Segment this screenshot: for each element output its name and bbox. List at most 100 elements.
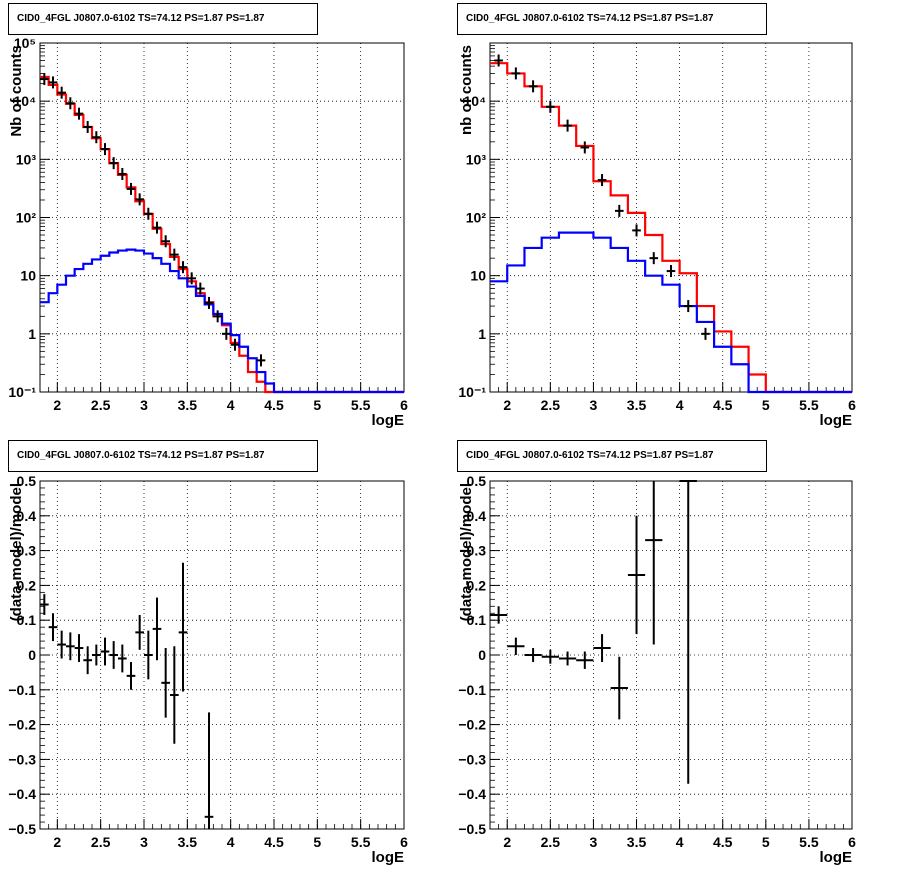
y-tick-label: −0.3 (8, 751, 36, 767)
y-tick-label: 0.5 (467, 473, 487, 489)
data-point (40, 73, 49, 86)
data-point (541, 649, 559, 664)
y-tick-label: 10⁴ (464, 93, 487, 109)
x-tick-label: 6 (848, 834, 856, 850)
y-tick-label: 10⁵ (14, 35, 36, 51)
y-tick-label: −0.2 (458, 717, 486, 733)
x-tick-label: 4 (227, 834, 235, 850)
x-tick-label: 3 (140, 397, 148, 413)
series-1-step-line (40, 75, 404, 394)
data-point (135, 193, 144, 206)
y-tick-label: 10⁻¹ (8, 384, 36, 400)
plot-frame (489, 42, 853, 393)
data-point (144, 630, 153, 680)
y-tick-label: −0.3 (458, 751, 486, 767)
data-point (645, 481, 663, 645)
data-point (48, 613, 58, 642)
data-point (204, 712, 214, 829)
y-tick-label: 0.3 (17, 543, 37, 559)
data-point (170, 248, 179, 261)
series-2-step-line (490, 231, 852, 394)
x-tick-label: 5.5 (799, 834, 819, 850)
y-tick-label: 0 (478, 647, 486, 663)
y-tick-label: 10³ (16, 151, 37, 167)
x-tick-label: 4.5 (713, 834, 733, 850)
data-point (126, 661, 136, 690)
x-axis-label: logE (372, 412, 405, 429)
data-point (100, 637, 110, 666)
data-point (92, 131, 101, 144)
panel-2: 2 2.5 3 3.5 4 4.5 5 5.5 6 10⁻¹ 1 10 10² 10³ 10⁴ logE nb … (458, 42, 856, 429)
data-point (204, 296, 214, 309)
data-point (161, 235, 170, 248)
data-point (135, 614, 144, 650)
data-point (593, 634, 611, 662)
x-tick-label: 6 (848, 397, 856, 413)
y-tick-label: 10⁴ (14, 93, 37, 109)
panel-1: 2 2.5 3 3.5 4 4.5 5 5.5 6 10⁻¹ 1 10 10² 10³ 10⁴ 10⁵ logE… (8, 35, 408, 429)
data-point (126, 182, 136, 195)
y-tick-label: 10³ (466, 151, 487, 167)
y-axis-label: Nb of counts (8, 45, 25, 137)
y-tick-label: −0.4 (458, 786, 486, 802)
series-1-step-line (490, 62, 852, 394)
data-point (610, 656, 628, 720)
data-point (57, 86, 66, 99)
y-tick-label: 0.2 (467, 577, 487, 593)
y-tick-label: 0 (28, 647, 36, 663)
data-point (196, 282, 205, 295)
data-point (161, 648, 170, 718)
data-point (701, 327, 710, 340)
y-tick-label: 0.4 (17, 508, 37, 524)
x-tick-label: 2 (503, 834, 511, 850)
y-tick-label: 1 (28, 326, 36, 342)
data-point (490, 606, 508, 624)
x-tick-label: 4 (676, 834, 684, 850)
y-axis-label: nb of counts (458, 45, 475, 135)
data-point (524, 648, 542, 662)
data-point (683, 300, 693, 313)
y-tick-label: 10 (470, 268, 486, 284)
panel-2-title: CID0_4FGL J0807.0-6102 TS=74.12 PS=1.87 … (457, 3, 767, 35)
x-tick-label: 5.5 (351, 397, 371, 413)
x-tick-label: 2 (53, 397, 61, 413)
data-point (649, 252, 659, 265)
data-point (92, 644, 101, 666)
x-tick-label: 4.5 (713, 397, 733, 413)
data-point (74, 634, 84, 662)
data-point (627, 515, 646, 635)
data-point (576, 651, 594, 669)
x-tick-label: 6 (400, 834, 408, 850)
y-tick-label: −0.5 (458, 821, 486, 837)
plot-frame (39, 42, 405, 393)
y-axis-label: (data-model)/model (458, 483, 475, 621)
x-tick-label: 2.5 (541, 397, 561, 413)
x-tick-label: 3 (590, 834, 598, 850)
x-axis-label: logE (372, 849, 405, 866)
data-point (109, 641, 118, 669)
x-tick-label: 4 (676, 397, 684, 413)
data-point (144, 207, 153, 220)
x-tick-label: 5 (762, 397, 770, 413)
x-tick-label: 5.5 (351, 834, 371, 850)
data-point (170, 646, 179, 744)
x-tick-label: 5 (762, 834, 770, 850)
x-tick-label: 4.5 (264, 834, 284, 850)
y-tick-label: 10 (20, 268, 36, 284)
x-tick-label: 3.5 (178, 834, 198, 850)
x-axis-label: logE (820, 849, 853, 866)
data-point (580, 141, 590, 154)
data-point (40, 594, 49, 615)
data-point (66, 97, 75, 110)
y-tick-label: 0.1 (17, 612, 37, 628)
x-tick-label: 2 (503, 397, 511, 413)
data-point (83, 120, 92, 133)
data-point (187, 272, 196, 285)
x-tick-label: 2.5 (91, 397, 111, 413)
data-point (100, 143, 110, 156)
x-tick-label: 4 (227, 397, 235, 413)
panel-4: 2 2.5 3 3.5 4 4.5 5 5.5 6 −0.5 −0.4 −0.3 −0.2 −0.1 0 0.… (458, 473, 856, 866)
x-tick-label: 6 (400, 397, 408, 413)
y-tick-label: 0.4 (467, 508, 487, 524)
data-point (152, 597, 162, 661)
